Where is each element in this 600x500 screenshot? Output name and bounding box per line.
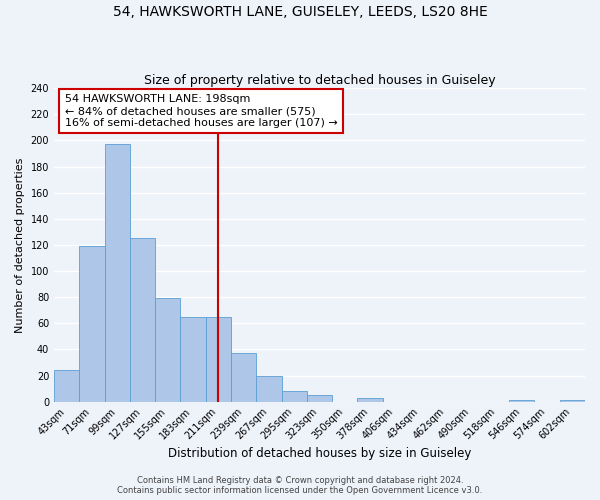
Bar xyxy=(307,395,332,402)
Text: 54 HAWKSWORTH LANE: 198sqm
← 84% of detached houses are smaller (575)
16% of sem: 54 HAWKSWORTH LANE: 198sqm ← 84% of deta… xyxy=(65,94,337,128)
Y-axis label: Number of detached properties: Number of detached properties xyxy=(15,157,25,332)
Bar xyxy=(130,238,155,402)
Bar xyxy=(104,144,130,402)
Bar xyxy=(79,246,104,402)
Bar xyxy=(206,317,231,402)
Bar xyxy=(256,376,281,402)
Bar xyxy=(231,354,256,402)
Bar xyxy=(509,400,535,402)
Title: Size of property relative to detached houses in Guiseley: Size of property relative to detached ho… xyxy=(144,74,496,87)
Bar xyxy=(560,400,585,402)
Bar xyxy=(181,317,206,402)
Text: 54, HAWKSWORTH LANE, GUISELEY, LEEDS, LS20 8HE: 54, HAWKSWORTH LANE, GUISELEY, LEEDS, LS… xyxy=(113,5,487,19)
Bar xyxy=(281,391,307,402)
Bar xyxy=(358,398,383,402)
Bar xyxy=(155,298,181,402)
Text: Contains HM Land Registry data © Crown copyright and database right 2024.
Contai: Contains HM Land Registry data © Crown c… xyxy=(118,476,482,495)
Bar xyxy=(54,370,79,402)
X-axis label: Distribution of detached houses by size in Guiseley: Distribution of detached houses by size … xyxy=(168,447,471,460)
